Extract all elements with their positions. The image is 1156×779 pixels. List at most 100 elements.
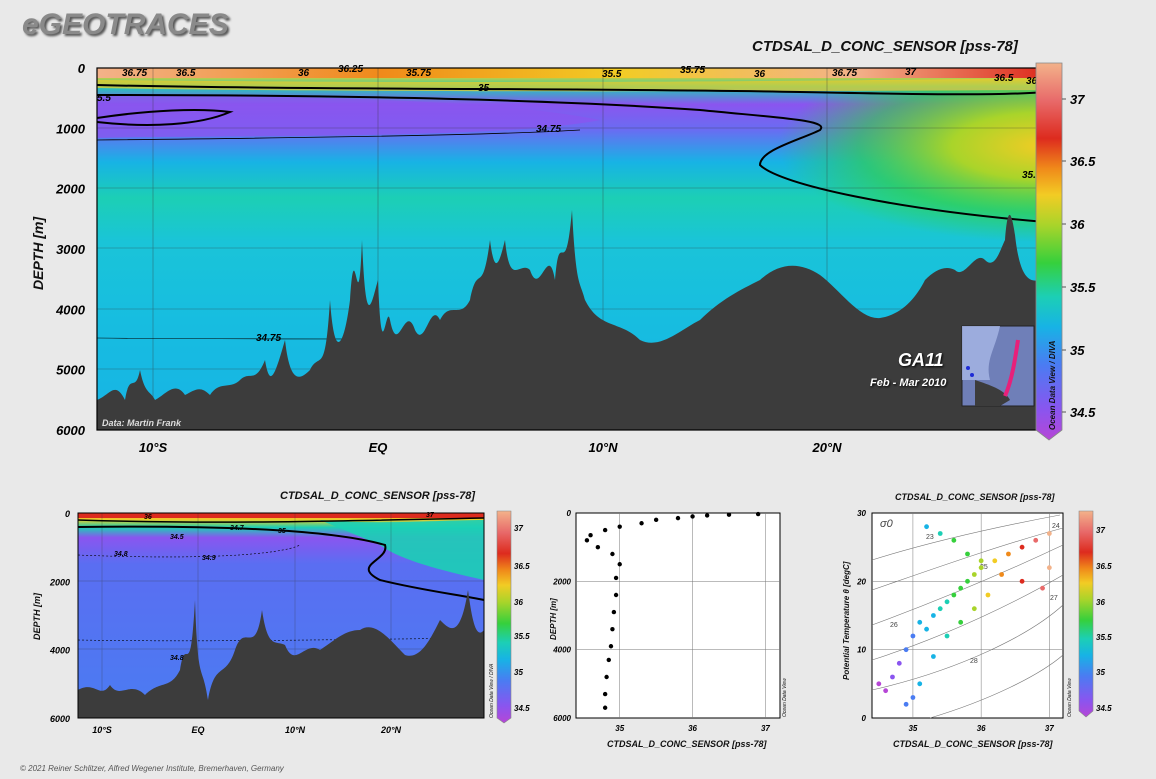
main-x-tick-label: 10°S [139,440,168,455]
ts-point [924,524,929,530]
ts-point [944,599,950,605]
ts-point [930,613,936,618]
main-chart-title: CTDSAL_D_CONC_SENSOR [pss-78] [752,38,1018,55]
ts-point [965,551,970,557]
bottom-contour-label: 34.5 [170,534,184,541]
profile-y-tick-label: 6000 [553,714,571,723]
ts-point [937,606,943,612]
bottom-contour-label: 37 [426,512,435,519]
ts-odv-label: Ocean Data View [1067,678,1073,717]
profile-point [606,657,611,663]
ts-y-tick-label: 20 [856,577,866,586]
main-contour-label: 36 [754,69,766,80]
ts-isopycnal-label: 24 [1052,523,1060,530]
profile-point [690,514,695,519]
ts-point [965,578,970,584]
main-x-tick-label: 20°N [811,440,842,455]
ts-point [999,572,1005,577]
ts-diagram-title: CTDSAL_D_CONC_SENSOR [pss-78] [895,492,1055,502]
main-contour-label: 5.5 [97,93,111,104]
ts-colorbar-tick-label: 37 [1096,526,1105,535]
main-contour-label: 36.75 [832,68,857,79]
main-colorbar-tick-label: 35.5 [1070,280,1096,295]
bottom-contour-label: 34.7 [230,525,245,532]
main-contour-label: 35.5 [602,69,622,80]
ts-point [1006,551,1011,557]
ts-ticks: 35 36 37 0 10 20 30 [856,509,1054,733]
bottom-x-tick-label: EQ [191,725,204,735]
main-x-tick-label: EQ [369,440,388,455]
ts-point [1040,585,1045,591]
profile-point [613,575,619,581]
bottom-y-tick-label: 4000 [49,646,70,656]
ts-point [910,633,916,639]
main-y-ticks: 0 1000 2000 3000 4000 5000 6000 [55,61,86,438]
ts-isopycnals [871,514,1064,719]
profile-point [704,513,710,518]
main-contour-label: 37 [905,67,917,78]
main-colorbar-tick-label: 35 [1070,343,1085,358]
profile-ticks: 35 36 37 0 2000 4000 6000 [552,509,770,733]
brand-title: eGEOTRACES [22,8,229,41]
profile-x-tick-label: 36 [688,724,697,733]
ts-point [1046,565,1052,571]
profile-x-tick-label: 37 [761,724,770,733]
ts-point [937,531,943,536]
bottom-x-ticks: 10°S EQ 10°N 20°N [92,725,401,735]
profile-point [602,705,608,710]
ts-point [876,681,882,687]
ts-point [1046,531,1052,536]
main-x-ticks: 10°S EQ 10°N 20°N [139,440,842,455]
ts-point [971,572,977,577]
bottom-y-ticks: 0 2000 4000 6000 [49,509,70,724]
ts-point [978,565,984,571]
ts-colorbar [1078,510,1094,718]
main-heatmap-fresh-tongue [97,95,600,138]
ts-point [930,654,936,659]
main-colorbar-tick-label: 36 [1070,217,1085,232]
cruise-inset-map [961,325,1035,407]
profile-point [675,515,681,521]
copyright-note: © 2021 Reiner Schlitzer, Alfred Wegener … [20,764,284,773]
bottom-y-tick-label: 0 [65,509,70,519]
main-contour-label: 36.5 [176,68,196,79]
ts-colorbar-tick-label: 36.5 [1096,562,1112,571]
profile-y-tick-label: 2000 [552,577,571,586]
main-contour-label: 34.75 [536,124,561,135]
ts-isopycnal-label: 26 [890,622,898,629]
ts-isopycnal-label: σ0 [880,518,894,530]
main-contour-label: 35.75 [406,68,431,79]
ts-point [951,537,957,543]
profile-point [610,551,615,557]
ts-x-tick-label: 35 [908,724,917,733]
ts-plot-area [871,512,1064,719]
profile-point [584,538,590,543]
profile-point [639,521,644,526]
profile-point [610,626,615,632]
profile-point [588,533,593,538]
main-y-tick-label: 0 [78,61,86,76]
ts-x-tick-label: 36 [977,724,986,733]
main-colorbar-tick-label: 36.5 [1070,154,1096,169]
cruise-dates: Feb - Mar 2010 [870,377,947,389]
bottom-contour-label: 34.9 [202,555,216,562]
profile-point [602,527,608,533]
profile-x-tick-label: 35 [615,724,624,733]
profile-point [608,644,614,649]
bottom-colorbar-tick-label: 36 [514,598,523,607]
ts-point [958,619,964,625]
bottom-colorbar-tick-label: 35.5 [514,632,530,641]
ts-point [1019,544,1025,550]
data-credit: Data: Martin Frank [102,418,182,428]
main-contour-label: 36.5 [994,73,1014,84]
profile-grid [576,513,780,718]
bottom-colorbar-tick-label: 35 [514,668,523,677]
bottom-section-title: CTDSAL_D_CONC_SENSOR [pss-78] [280,490,475,502]
ts-point [951,592,957,598]
profile-x-axis-label: CTDSAL_D_CONC_SENSOR [pss-78] [607,739,767,749]
main-contour-label: 35.25 [1022,170,1047,181]
bottom-x-tick-label: 10°S [92,725,112,735]
ts-isopycnal-label: 28 [970,658,978,665]
